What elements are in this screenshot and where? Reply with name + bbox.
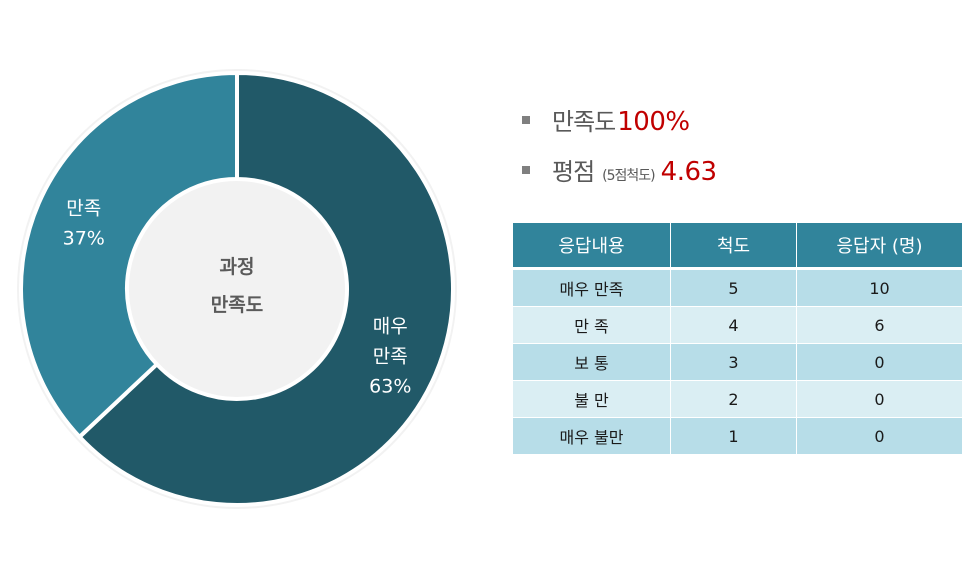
donut-slice-1 xyxy=(19,70,239,440)
cell-response: 매우 불만 xyxy=(512,417,671,455)
cell-scale: 3 xyxy=(670,343,797,381)
header-response: 응답내용 xyxy=(512,222,671,270)
cell-count: 0 xyxy=(796,343,963,381)
cell-scale: 2 xyxy=(670,380,797,418)
donut-chart: 매우 만족 63% 만족 37% 과정 만족도 xyxy=(17,69,457,509)
table-row: 보 통 3 0 xyxy=(512,343,963,381)
satisfaction-value: 100% xyxy=(617,107,690,137)
summary-stats: 만족도 100% 평점 (5점척도) 4.63 xyxy=(522,102,717,202)
cell-count: 6 xyxy=(796,306,963,344)
satisfaction-label: 만족도 xyxy=(552,108,616,136)
cell-scale: 5 xyxy=(670,268,797,307)
header-scale: 척도 xyxy=(670,222,797,270)
satisfaction-line: 만족도 100% xyxy=(522,102,717,152)
score-value: 4.63 xyxy=(660,157,717,187)
cell-response: 만 족 xyxy=(512,306,671,344)
cell-scale: 4 xyxy=(670,306,797,344)
cell-response: 불 만 xyxy=(512,380,671,418)
response-table: 응답내용 척도 응답자 (명) 매우 만족 5 10 만 족 4 6 보 통 3… xyxy=(512,222,963,455)
slice-label-1: 만족 37% xyxy=(63,198,105,250)
score-line: 평점 (5점척도) 4.63 xyxy=(522,152,717,202)
bullet-square-icon xyxy=(522,116,530,124)
score-scale-note: (5점척도) xyxy=(602,168,655,184)
bullet-square-icon xyxy=(522,166,530,174)
cell-count: 0 xyxy=(796,417,963,455)
table-header-row: 응답내용 척도 응답자 (명) xyxy=(512,222,963,270)
table-row: 매우 만족 5 10 xyxy=(512,268,963,307)
cell-count: 0 xyxy=(796,380,963,418)
slice-label-0: 매우 만족 63% xyxy=(369,315,411,397)
cell-response: 매우 만족 xyxy=(512,268,671,307)
table-row: 매우 불만 1 0 xyxy=(512,417,963,455)
donut-slice-0 xyxy=(76,70,455,507)
table-row: 불 만 2 0 xyxy=(512,380,963,418)
cell-scale: 1 xyxy=(670,417,797,455)
score-label: 평점 xyxy=(552,158,595,186)
cell-count: 10 xyxy=(796,268,963,307)
cell-response: 보 통 xyxy=(512,343,671,381)
table-row: 만 족 4 6 xyxy=(512,306,963,344)
donut-center-label: 과정 만족도 xyxy=(211,256,263,316)
header-respondents: 응답자 (명) xyxy=(796,222,963,270)
